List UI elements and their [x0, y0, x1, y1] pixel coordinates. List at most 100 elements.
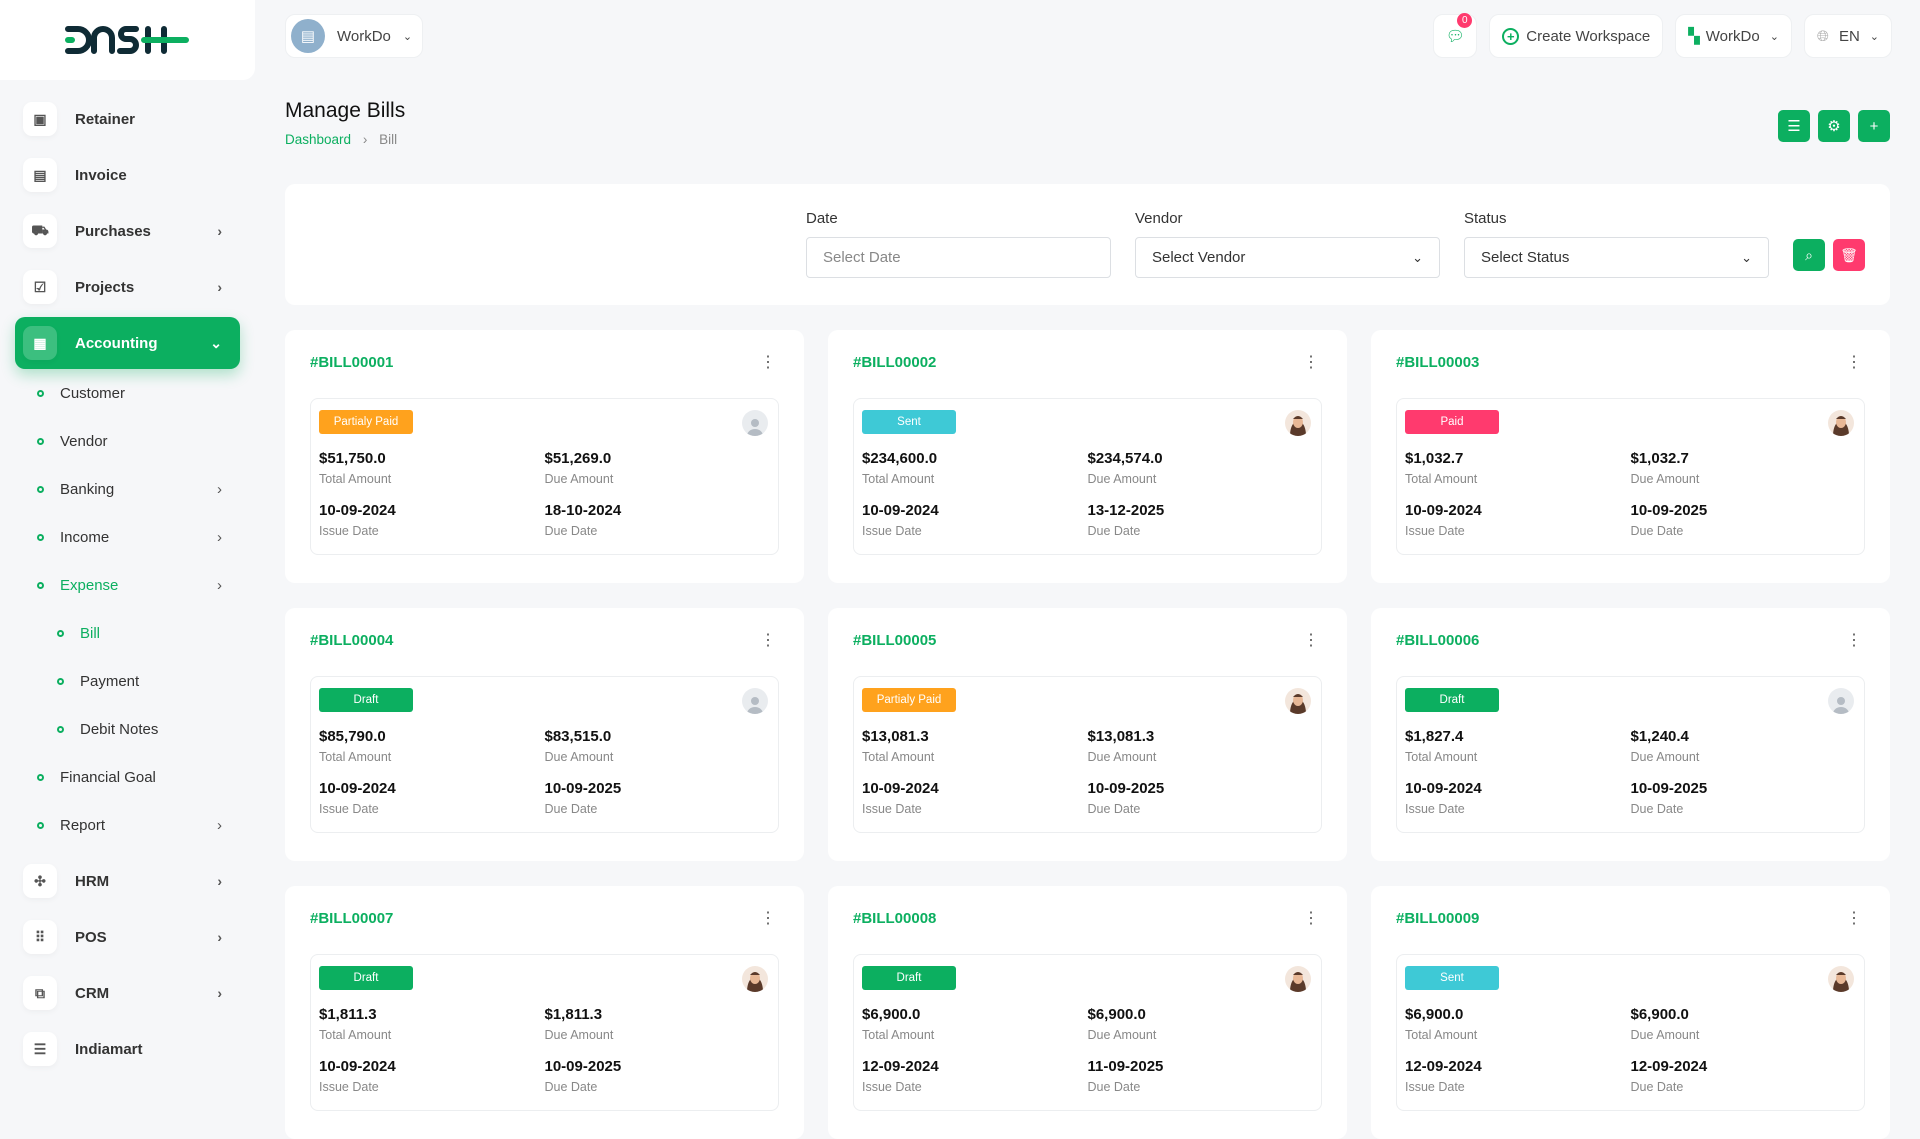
due-amount: $13,081.3 [1087, 728, 1155, 745]
sidebar-item-label: Retainer [75, 110, 136, 128]
page-title: Manage Bills [285, 99, 406, 122]
sidebar-subitem-debit-notes[interactable]: Debit Notes [15, 705, 240, 753]
status-select-value: Select Status [1481, 249, 1570, 266]
bill-id-link[interactable]: #BILL00009 [1396, 910, 1480, 927]
sidebar-item-invoice[interactable]: ▤ Invoice [15, 147, 240, 203]
total-amount: $6,900.0 [1405, 1006, 1464, 1023]
workspace-menu-label: WorkDo [1705, 27, 1760, 45]
total-amount: $1,032.7 [1405, 450, 1464, 467]
bill-id-link[interactable]: #BILL00001 [310, 354, 394, 371]
top-header: ▤ WorkDo ⌄ 💬︎ 0 + Create Workspace ▚ Wor… [285, 13, 1892, 58]
sidebar-subitem-financial-goal[interactable]: Financial Goal [15, 753, 240, 801]
issue-date-label: Issue Date [862, 1080, 922, 1094]
sidebar-item-label: HRM [75, 872, 110, 890]
due-date: 11-09-2025 [1087, 1058, 1164, 1075]
bill-id-link[interactable]: #BILL00006 [1396, 632, 1480, 649]
hrm-icon: ✣ [23, 864, 57, 898]
sidebar-subitem-label: Bill [80, 624, 101, 642]
total-amount: $13,081.3 [862, 728, 929, 745]
bill-card: #BILL00008 ⋮ Draft $6,900.0 Total Amount … [828, 886, 1347, 1139]
add-bill-button[interactable]: + [1858, 110, 1890, 142]
sidebar-item-pos[interactable]: ⠿ POS › [15, 909, 240, 965]
due-amount-label: Due Amount [1087, 750, 1157, 764]
sidebar-subitem-customer[interactable]: Customer [15, 369, 240, 417]
sidebar-subitem-expense[interactable]: Expense › [15, 561, 240, 609]
due-amount-label: Due Amount [1630, 472, 1700, 486]
sidebar-item-crm[interactable]: ⧉ CRM › [15, 965, 240, 1021]
filter-panel: Date Select Date Vendor Select Vendor ⌄ S… [285, 184, 1890, 305]
more-options-icon[interactable]: ⋮ [760, 354, 776, 371]
reset-filter-button[interactable]: 🗑︎ [1833, 239, 1865, 271]
search-button[interactable]: ⌕ [1793, 239, 1825, 271]
status-select[interactable]: Select Status ⌄ [1464, 237, 1769, 278]
workspace-menu[interactable]: ▚ WorkDo ⌄ [1675, 14, 1792, 58]
chevron-right-icon: › [217, 816, 222, 834]
plus-icon: + [1869, 117, 1879, 135]
status-badge: Draft [862, 966, 956, 990]
sidebar-item-label: Projects [75, 278, 135, 296]
sidebar-item-projects[interactable]: ☑ Projects › [15, 259, 240, 315]
workspace-building-icon: ▤ [291, 19, 325, 53]
sidebar-subitem-report[interactable]: Report › [15, 801, 240, 849]
breadcrumb-dashboard[interactable]: Dashboard [285, 132, 352, 147]
due-date-label: Due Date [544, 524, 598, 538]
due-date-label: Due Date [1087, 1080, 1141, 1094]
status-badge: Draft [319, 966, 413, 990]
sidebar-item-hrm[interactable]: ✣ HRM › [15, 853, 240, 909]
sidebar-subitem-income[interactable]: Income › [15, 513, 240, 561]
sidebar: %▣Retainer▤Invoice⛟Purchases›☑Projects›▦… [0, 0, 255, 1080]
issue-date-label: Issue Date [1405, 1080, 1465, 1094]
sidebar-subitem-banking[interactable]: Banking › [15, 465, 240, 513]
chevron-down-icon: ⌄ [1741, 249, 1752, 265]
more-options-icon[interactable]: ⋮ [1303, 354, 1319, 371]
more-options-icon[interactable]: ⋮ [1846, 910, 1862, 927]
due-date: 18-10-2024 [544, 502, 622, 519]
sidebar-subitem-label: Income [60, 528, 110, 546]
bill-id-link[interactable]: #BILL00004 [310, 632, 394, 649]
bill-card: #BILL00003 ⋮ Paid $1,032.7 Total Amount $… [1371, 330, 1890, 583]
list-icon: ☰ [1787, 118, 1801, 135]
bill-details: Sent $234,600.0 Total Amount $234,574.0 Du… [853, 398, 1322, 555]
bill-id-link[interactable]: #BILL00002 [853, 354, 937, 371]
bill-id-link[interactable]: #BILL00003 [1396, 354, 1480, 371]
issue-date: 10-09-2024 [319, 780, 396, 797]
sidebar-item-purchases[interactable]: ⛟ Purchases › [15, 203, 240, 259]
vendor-select[interactable]: Select Vendor ⌄ [1135, 237, 1440, 278]
messages-button[interactable]: 💬︎ 0 [1433, 13, 1478, 58]
bill-id-link[interactable]: #BILL00005 [853, 632, 937, 649]
settings-button[interactable]: ⚙ [1818, 110, 1850, 142]
chevron-right-icon: › [217, 576, 222, 594]
language-selector[interactable]: 🌐︎ EN ⌄ [1803, 14, 1892, 58]
date-input[interactable]: Select Date [806, 237, 1111, 278]
sidebar-subitem-payment[interactable]: Payment [15, 657, 240, 705]
bill-details: Draft $6,900.0 Total Amount $6,900.0 Due A… [853, 954, 1322, 1111]
more-options-icon[interactable]: ⋮ [760, 910, 776, 927]
vendor-avatar [1828, 966, 1854, 992]
due-amount-label: Due Amount [544, 472, 614, 486]
bill-card: #BILL00009 ⋮ Sent $6,900.0 Total Amount $… [1371, 886, 1890, 1139]
create-workspace-button[interactable]: + Create Workspace [1489, 14, 1664, 58]
workspace-switcher[interactable]: ▤ WorkDo ⌄ [285, 14, 424, 58]
sidebar-subitem-label: Banking [60, 480, 115, 498]
bill-id-link[interactable]: #BILL00008 [853, 910, 937, 927]
dash-logo-icon [65, 26, 189, 54]
list-view-button[interactable]: ☰ [1778, 110, 1810, 142]
sidebar-item-indiamart[interactable]: ☰ Indiamart [15, 1021, 240, 1077]
total-amount-label: Total Amount [1405, 472, 1478, 486]
more-options-icon[interactable]: ⋮ [1303, 910, 1319, 927]
sidebar-subitem-label: Debit Notes [80, 720, 159, 738]
bill-id-link[interactable]: #BILL00007 [310, 910, 394, 927]
total-amount: $1,827.4 [1405, 728, 1464, 745]
more-options-icon[interactable]: ⋮ [1846, 354, 1862, 371]
sidebar-subitem-vendor[interactable]: Vendor [15, 417, 240, 465]
bill-details: Draft $1,811.3 Total Amount $1,811.3 Due A… [310, 954, 779, 1111]
sidebar-item-retainer[interactable]: ▣ Retainer [15, 91, 240, 147]
logo[interactable] [0, 0, 255, 80]
more-options-icon[interactable]: ⋮ [760, 632, 776, 649]
due-amount: $1,811.3 [544, 1006, 603, 1023]
due-date-label: Due Date [544, 1080, 598, 1094]
more-options-icon[interactable]: ⋮ [1846, 632, 1862, 649]
sidebar-subitem-bill[interactable]: Bill [15, 609, 240, 657]
more-options-icon[interactable]: ⋮ [1303, 632, 1319, 649]
sidebar-item-accounting[interactable]: ▦ Accounting ⌄ [15, 317, 240, 369]
